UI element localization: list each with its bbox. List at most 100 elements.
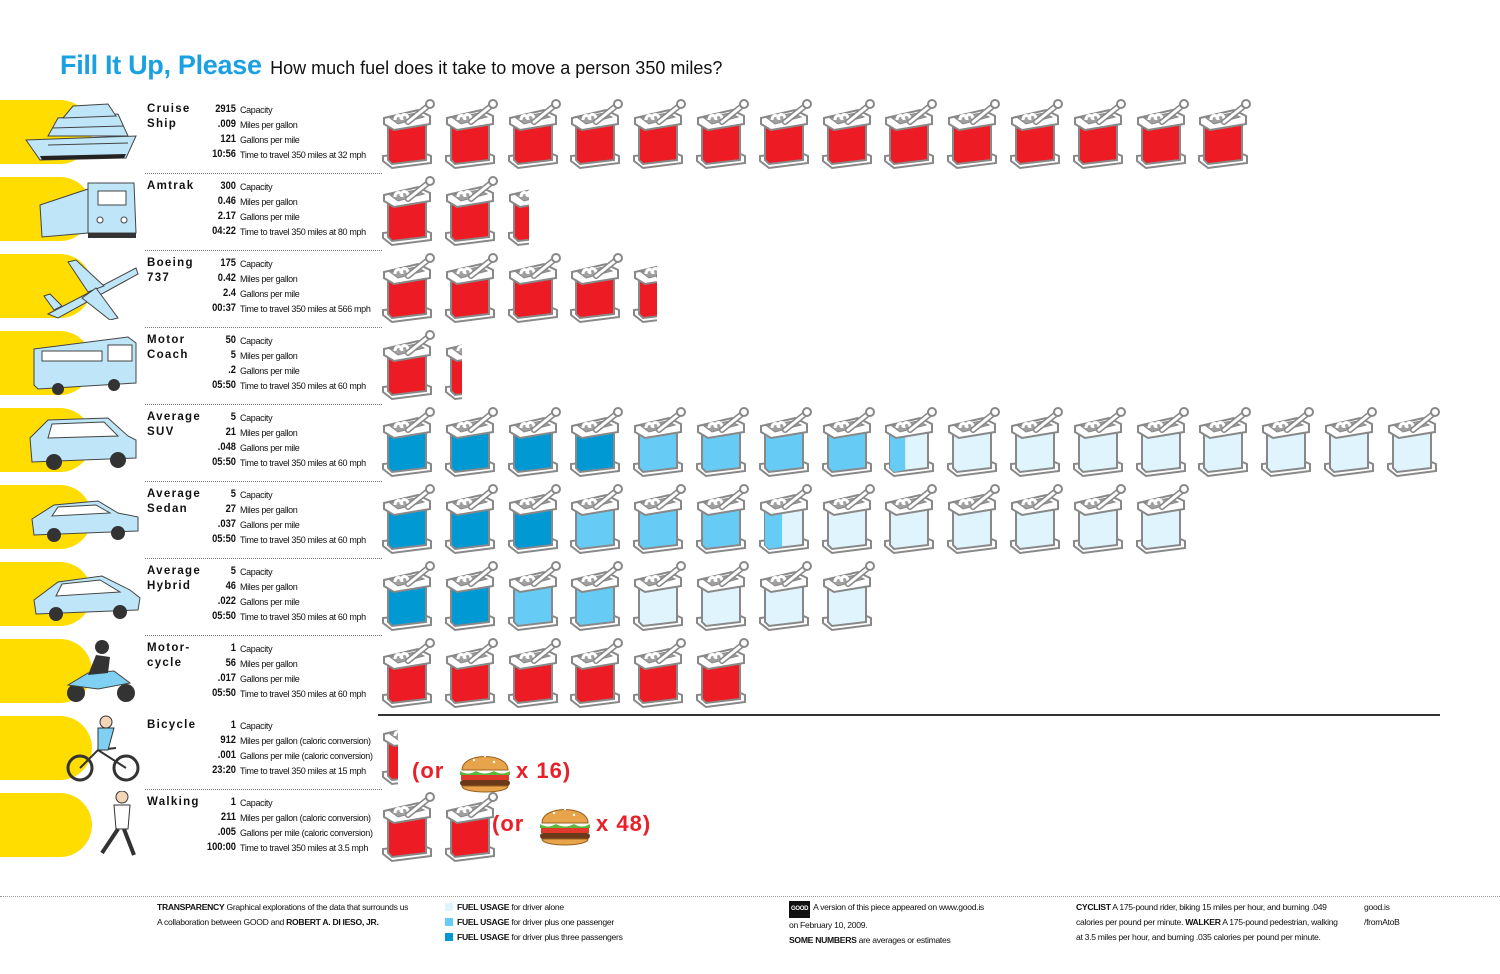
motorcycle-icon bbox=[66, 640, 135, 702]
stat-value: .001 bbox=[217, 749, 236, 761]
footer-link[interactable]: good.is /fromAtoB bbox=[1364, 902, 1400, 927]
hamburger-icon bbox=[538, 799, 592, 849]
fuel-can bbox=[378, 175, 440, 250]
fuel-can bbox=[504, 406, 566, 481]
stat-value: 912 bbox=[220, 734, 236, 746]
row-separator bbox=[145, 404, 382, 405]
stat-label: Miles per gallon (caloric conversion) bbox=[240, 813, 371, 823]
row-separator bbox=[145, 558, 382, 559]
divider-line bbox=[378, 714, 1440, 716]
stat-value: 56 bbox=[225, 657, 236, 669]
stat-label: Time to travel 350 miles at 15 mph bbox=[240, 766, 366, 776]
fuel-can bbox=[880, 406, 942, 481]
fuel-can bbox=[629, 483, 691, 558]
stat-label: Capacity bbox=[240, 336, 273, 346]
suv-icon bbox=[29, 417, 137, 470]
fuel-can bbox=[378, 791, 440, 866]
fuel-can bbox=[755, 560, 817, 635]
fuel-can bbox=[504, 560, 566, 635]
walker-icon bbox=[100, 791, 136, 856]
stat-label: Miles per gallon bbox=[240, 197, 298, 207]
row-boeing737: Boeing 737 175 Capacity 0.42 Miles per gallon… bbox=[0, 250, 1500, 329]
vehicle-name: Average SUV bbox=[147, 410, 201, 440]
stat-label: Miles per gallon bbox=[240, 428, 298, 438]
stat-value: .017 bbox=[217, 672, 236, 684]
fuel-can bbox=[441, 637, 503, 712]
row-separator bbox=[145, 250, 382, 251]
fuel-can bbox=[1383, 406, 1445, 481]
fuel-can bbox=[755, 483, 817, 558]
fuel-can bbox=[1320, 406, 1382, 481]
fuel-can bbox=[504, 637, 566, 712]
stat-value: 2.17 bbox=[217, 210, 236, 222]
fuel-can bbox=[692, 98, 754, 173]
vehicle-name-line: Cruise bbox=[147, 103, 191, 115]
stat-label: Gallons per mile (caloric conversion) bbox=[240, 751, 373, 761]
stat-label: Miles per gallon bbox=[240, 120, 298, 130]
fuel-can bbox=[441, 406, 503, 481]
vehicle-name-line: Average bbox=[147, 411, 202, 423]
fuel-can bbox=[629, 406, 691, 481]
fuel-can bbox=[1194, 406, 1256, 481]
stat-value: 121 bbox=[220, 133, 236, 145]
fuel-cans bbox=[378, 483, 1478, 558]
sedan-icon bbox=[31, 500, 139, 542]
stat-value: 50 bbox=[225, 334, 236, 346]
row-motorcoach: Motor Coach 50 Capacity 5 Miles per gallon .2 G… bbox=[0, 327, 1500, 406]
row-separator bbox=[145, 327, 382, 328]
stat-label: Time to travel 350 miles at 60 mph bbox=[240, 535, 366, 545]
stat-label: Time to travel 350 miles at 32 mph bbox=[240, 150, 366, 160]
page-subtitle: How much fuel does it take to move a per… bbox=[270, 58, 723, 78]
yellow-tab bbox=[0, 793, 92, 857]
fuel-can bbox=[755, 406, 817, 481]
bus-icon bbox=[33, 336, 137, 395]
stat-value: 27 bbox=[225, 503, 236, 515]
legend-item-one-passenger: FUEL USAGE for driver plus one passenger bbox=[445, 915, 623, 930]
fuel-can bbox=[1132, 483, 1194, 558]
row-amtrak: Amtrak 300 Capacity 0.46 Miles per gallon 2.1… bbox=[0, 173, 1500, 252]
fuel-can bbox=[943, 98, 1005, 173]
vehicle-name-line: Motor bbox=[147, 334, 186, 346]
stat-value: 5 bbox=[230, 565, 236, 577]
vehicle-name: Average Hybrid bbox=[147, 564, 201, 594]
yellow-tab bbox=[0, 716, 92, 780]
row-averagesedan: Average Sedan 5 Capacity 27 Miles per gallon.… bbox=[0, 481, 1500, 560]
footer-divider bbox=[0, 896, 1500, 897]
vehicle-name-line: Motor- bbox=[147, 642, 191, 654]
fuel-can bbox=[818, 406, 880, 481]
fuel-cans bbox=[378, 560, 1478, 635]
vehicle-name-line: SUV bbox=[147, 426, 175, 438]
vehicle-name: Motor-cycle bbox=[147, 641, 191, 671]
stat-label: Gallons per mile (caloric conversion) bbox=[240, 828, 373, 838]
fuel-can bbox=[629, 560, 691, 635]
hybrid-car-icon bbox=[33, 575, 141, 621]
fuel-can bbox=[441, 483, 503, 558]
vehicle-name-line: Hybrid bbox=[147, 580, 192, 592]
row-separator bbox=[145, 173, 382, 174]
fuel-cans bbox=[378, 98, 1478, 173]
legend-item-alone: FUEL USAGE for driver alone bbox=[445, 900, 623, 915]
row-separator bbox=[145, 635, 382, 636]
stat-value: 5 bbox=[230, 488, 236, 500]
good-logo: GOOD bbox=[789, 901, 811, 918]
footer-notes: CYCLIST A 175-pound rider, biking 15 mil… bbox=[1076, 902, 1338, 942]
fuel-can bbox=[880, 98, 942, 173]
fuel-can bbox=[629, 637, 691, 712]
stat-value: 05:50 bbox=[212, 610, 236, 622]
fuel-can bbox=[504, 252, 566, 327]
vehicle-name-line: Walking bbox=[147, 796, 200, 808]
fuel-can bbox=[692, 560, 754, 635]
stat-label: Gallons per mile bbox=[240, 597, 300, 607]
fuel-cans bbox=[378, 637, 1478, 712]
page-title: Fill It Up, Please bbox=[60, 50, 262, 80]
stat-label: Capacity bbox=[240, 413, 273, 423]
fuel-can bbox=[566, 637, 628, 712]
vehicle-name-line: Average bbox=[147, 565, 202, 577]
stat-label: Capacity bbox=[240, 105, 273, 115]
fuel-can bbox=[441, 252, 503, 327]
stat-label: Miles per gallon bbox=[240, 505, 298, 515]
vehicle-name-line: Amtrak bbox=[147, 180, 195, 192]
fuel-can bbox=[1257, 406, 1319, 481]
stat-value: .048 bbox=[217, 441, 236, 453]
fuel-can bbox=[378, 252, 440, 327]
